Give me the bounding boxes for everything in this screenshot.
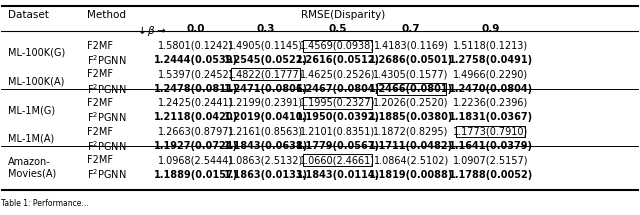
- Text: 1.1831(0.0367): 1.1831(0.0367): [449, 112, 533, 122]
- Text: 1.4905(0.1145): 1.4905(0.1145): [228, 41, 303, 51]
- Text: F2MF: F2MF: [88, 41, 113, 51]
- Text: 1.2101(0.8351): 1.2101(0.8351): [300, 127, 376, 137]
- Text: ML-1M(A): ML-1M(A): [8, 134, 54, 144]
- Text: F2MF: F2MF: [88, 127, 113, 137]
- Text: 1.1927(0.0724): 1.1927(0.0724): [154, 141, 237, 151]
- Text: 1.2199(0.2391): 1.2199(0.2391): [228, 98, 303, 108]
- Text: ML-100K(G): ML-100K(G): [8, 48, 65, 58]
- Text: 1.5801(0.1242): 1.5801(0.1242): [158, 41, 234, 51]
- Text: 1.0863(2.5132): 1.0863(2.5132): [228, 155, 303, 165]
- Text: 1.2478(0.0811): 1.2478(0.0811): [154, 84, 238, 94]
- Text: 1.1711(0.0482): 1.1711(0.0482): [369, 141, 453, 151]
- Text: 0.9: 0.9: [481, 24, 500, 34]
- Text: 1.2019(0.0410): 1.2019(0.0410): [224, 112, 308, 122]
- Text: 1.1788(0.0052): 1.1788(0.0052): [449, 170, 533, 180]
- Text: 1.2545(0.0522): 1.2545(0.0522): [224, 55, 308, 65]
- Text: 0.7: 0.7: [402, 24, 420, 34]
- Text: $\downarrow\beta\rightarrow$: $\downarrow\beta\rightarrow$: [135, 24, 167, 38]
- Text: 1.0660(2.4661): 1.0660(2.4661): [300, 155, 375, 165]
- Text: 0.0: 0.0: [186, 24, 205, 34]
- Text: ML-100K(A): ML-100K(A): [8, 77, 64, 86]
- Text: 1.1950(0.0392): 1.1950(0.0392): [296, 112, 380, 122]
- Text: 1.5397(0.2452): 1.5397(0.2452): [158, 69, 234, 79]
- Text: 1.2471(0.0806): 1.2471(0.0806): [224, 84, 308, 94]
- Text: 1.2161(0.8563): 1.2161(0.8563): [228, 127, 303, 137]
- Text: 1.1779(0.0567): 1.1779(0.0567): [296, 141, 380, 151]
- Text: 1.2466(0.0801): 1.2466(0.0801): [369, 84, 453, 94]
- Text: 1.0864(2.5102): 1.0864(2.5102): [374, 155, 449, 165]
- Text: 1.4569(0.0938): 1.4569(0.0938): [300, 41, 375, 51]
- Text: 1.1641(0.0379): 1.1641(0.0379): [449, 141, 532, 151]
- Text: $\mathrm{F^2PGNN}$: $\mathrm{F^2PGNN}$: [88, 168, 127, 181]
- Text: 1.1885(0.0380): 1.1885(0.0380): [369, 112, 453, 122]
- Text: ML-1M(G): ML-1M(G): [8, 105, 55, 115]
- Text: 1.0968(2.5444): 1.0968(2.5444): [158, 155, 234, 165]
- Text: 1.4625(0.2526): 1.4625(0.2526): [300, 69, 376, 79]
- Text: $\mathrm{F^2PGNN}$: $\mathrm{F^2PGNN}$: [88, 139, 127, 153]
- Text: 1.1819(0.0088): 1.1819(0.0088): [369, 170, 453, 180]
- Text: 1.2026(0.2520): 1.2026(0.2520): [373, 98, 449, 108]
- Text: 1.1843(0.0638): 1.1843(0.0638): [224, 141, 308, 151]
- Text: 1.2425(0.2441): 1.2425(0.2441): [158, 98, 234, 108]
- Text: 1.2616(0.0512): 1.2616(0.0512): [296, 55, 380, 65]
- Text: 1.1995(0.2327): 1.1995(0.2327): [300, 98, 376, 108]
- Text: 1.2663(0.8797): 1.2663(0.8797): [158, 127, 234, 137]
- Text: 0.5: 0.5: [328, 24, 347, 34]
- Text: Table 1: Performance...: Table 1: Performance...: [1, 199, 89, 208]
- Text: 1.2470(0.0804): 1.2470(0.0804): [449, 84, 533, 94]
- Text: 1.1872(0.8295): 1.1872(0.8295): [373, 127, 449, 137]
- Text: 1.2686(0.0501): 1.2686(0.0501): [369, 55, 453, 65]
- Text: F2MF: F2MF: [88, 98, 113, 108]
- Text: $\mathrm{F^2PGNN}$: $\mathrm{F^2PGNN}$: [88, 110, 127, 124]
- Text: 1.2758(0.0491): 1.2758(0.0491): [449, 55, 533, 65]
- Text: Dataset: Dataset: [8, 10, 49, 20]
- Text: 1.4305(0.1577): 1.4305(0.1577): [373, 69, 449, 79]
- Text: $\mathrm{F^2PGNN}$: $\mathrm{F^2PGNN}$: [88, 82, 127, 95]
- Text: 1.5118(0.1213): 1.5118(0.1213): [453, 41, 529, 51]
- Text: 1.1843(0.0114): 1.1843(0.0114): [296, 170, 380, 180]
- Text: 1.2118(0.0420): 1.2118(0.0420): [154, 112, 238, 122]
- Text: $\mathrm{F^2PGNN}$: $\mathrm{F^2PGNN}$: [88, 53, 127, 67]
- Text: 1.2444(0.0539): 1.2444(0.0539): [154, 55, 237, 65]
- Text: 1.4966(0.2290): 1.4966(0.2290): [453, 69, 529, 79]
- Text: 1.1889(0.0157): 1.1889(0.0157): [154, 170, 238, 180]
- Text: 1.4822(0.1777): 1.4822(0.1777): [228, 69, 303, 79]
- Text: 1.1863(0.0133): 1.1863(0.0133): [224, 170, 308, 180]
- Text: F2MF: F2MF: [88, 69, 113, 79]
- Text: 1.0907(2.5157): 1.0907(2.5157): [453, 155, 529, 165]
- Text: 0.3: 0.3: [257, 24, 275, 34]
- Text: 1.2467(0.0804): 1.2467(0.0804): [296, 84, 380, 94]
- Text: 1.1773(0.7910): 1.1773(0.7910): [453, 127, 529, 137]
- Text: 1.2236(0.2396): 1.2236(0.2396): [453, 98, 529, 108]
- Text: Method: Method: [88, 10, 127, 20]
- Text: RMSE(Disparity): RMSE(Disparity): [301, 10, 385, 20]
- Text: 1.4183(0.1169): 1.4183(0.1169): [374, 41, 449, 51]
- Text: Amazon-
Movies(A): Amazon- Movies(A): [8, 157, 56, 178]
- Text: F2MF: F2MF: [88, 155, 113, 165]
